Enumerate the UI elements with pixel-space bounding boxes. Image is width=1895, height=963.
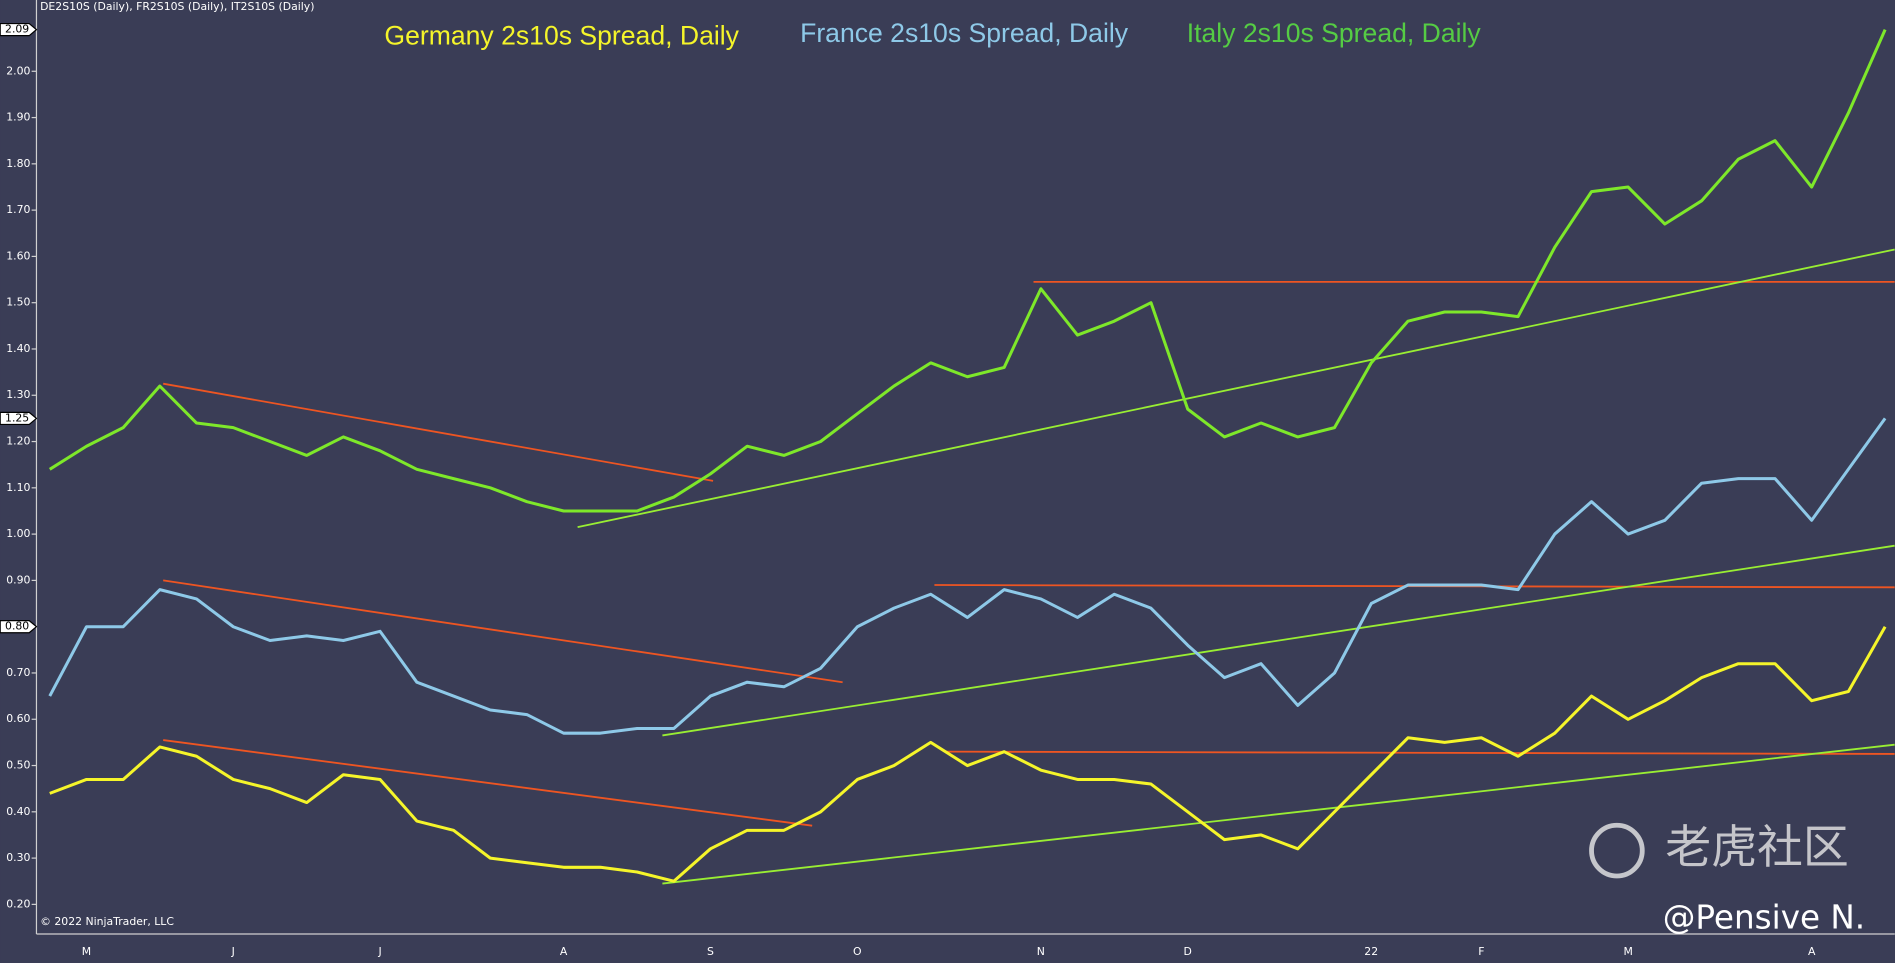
y-tick-label: 1.90 [6,111,30,124]
copyright: © 2022 NinjaTrader, LLC [40,915,174,928]
watermark-group: 老虎社区 [1589,820,1849,879]
trendline [577,248,1895,529]
author: @Pensive N. [1663,899,1865,937]
watermark-icon [1589,822,1645,879]
legend-title: Italy 2s10s Spread, Daily [1187,18,1482,48]
trendline [662,544,1895,737]
y-tick-label: 0.30 [6,851,30,864]
y-tick-label: 1.00 [6,527,30,540]
y-tick-label: 1.50 [6,296,30,309]
last-value-label: 2.09 [5,23,29,36]
y-tick-label: 2.00 [6,64,30,77]
x-tick-label: S [707,945,714,958]
y-tick-label: 1.10 [6,481,30,494]
trendline [945,750,1895,755]
series-line [49,625,1887,883]
trendline [662,743,1895,885]
series-line [48,28,1887,513]
trendline [163,739,813,827]
series-line [48,417,1887,735]
x-tick-label: 22 [1364,945,1378,958]
x-tick-label: N [1037,945,1045,958]
last-value-label: 1.25 [5,411,29,424]
trendline [163,579,843,684]
last-value-box [0,620,38,634]
x-tick-label: A [560,945,568,958]
y-tick-label: 1.70 [6,203,30,216]
x-tick-label: O [853,945,862,958]
x-tick-label: J [231,945,235,958]
last-value-box [0,22,38,37]
legend: Germany 2s10s Spread, Daily France 2s10s … [384,18,1481,50]
header: DE2S10S (Daily), FR2S10S (Daily), IT2S10… [40,0,314,13]
last-value-box [0,411,38,426]
y-tick-label: 0.90 [6,573,30,586]
last-value-label: 0.80 [5,620,29,633]
x-tick-label: M [82,945,91,958]
y-tick-label: 0.40 [6,805,30,818]
y-tick-label: 1.30 [6,388,30,401]
x-tick-label: M [1623,945,1632,958]
y-tick-label: 1.80 [6,157,30,170]
x-tick-label: A [1808,945,1816,958]
y-tick-label: 0.20 [6,897,30,910]
y-tick-label: 0.60 [6,712,30,725]
watermark: 老虎社区 [1665,820,1849,874]
y-tick-label: 0.50 [6,759,30,772]
legend-title: France 2s10s Spread, Daily [800,18,1129,48]
x-tick-label: J [378,945,382,958]
trendline [163,382,714,482]
x-tick-label: F [1478,945,1484,958]
y-tick-label: 1.60 [6,249,30,262]
y-tick-label: 1.40 [6,342,30,355]
legend-title: Germany 2s10s Spread, Daily [384,20,739,50]
y-tick-label: 0.70 [6,666,30,679]
x-tick-label: D [1183,945,1191,958]
y-tick-label: 1.20 [6,435,30,448]
